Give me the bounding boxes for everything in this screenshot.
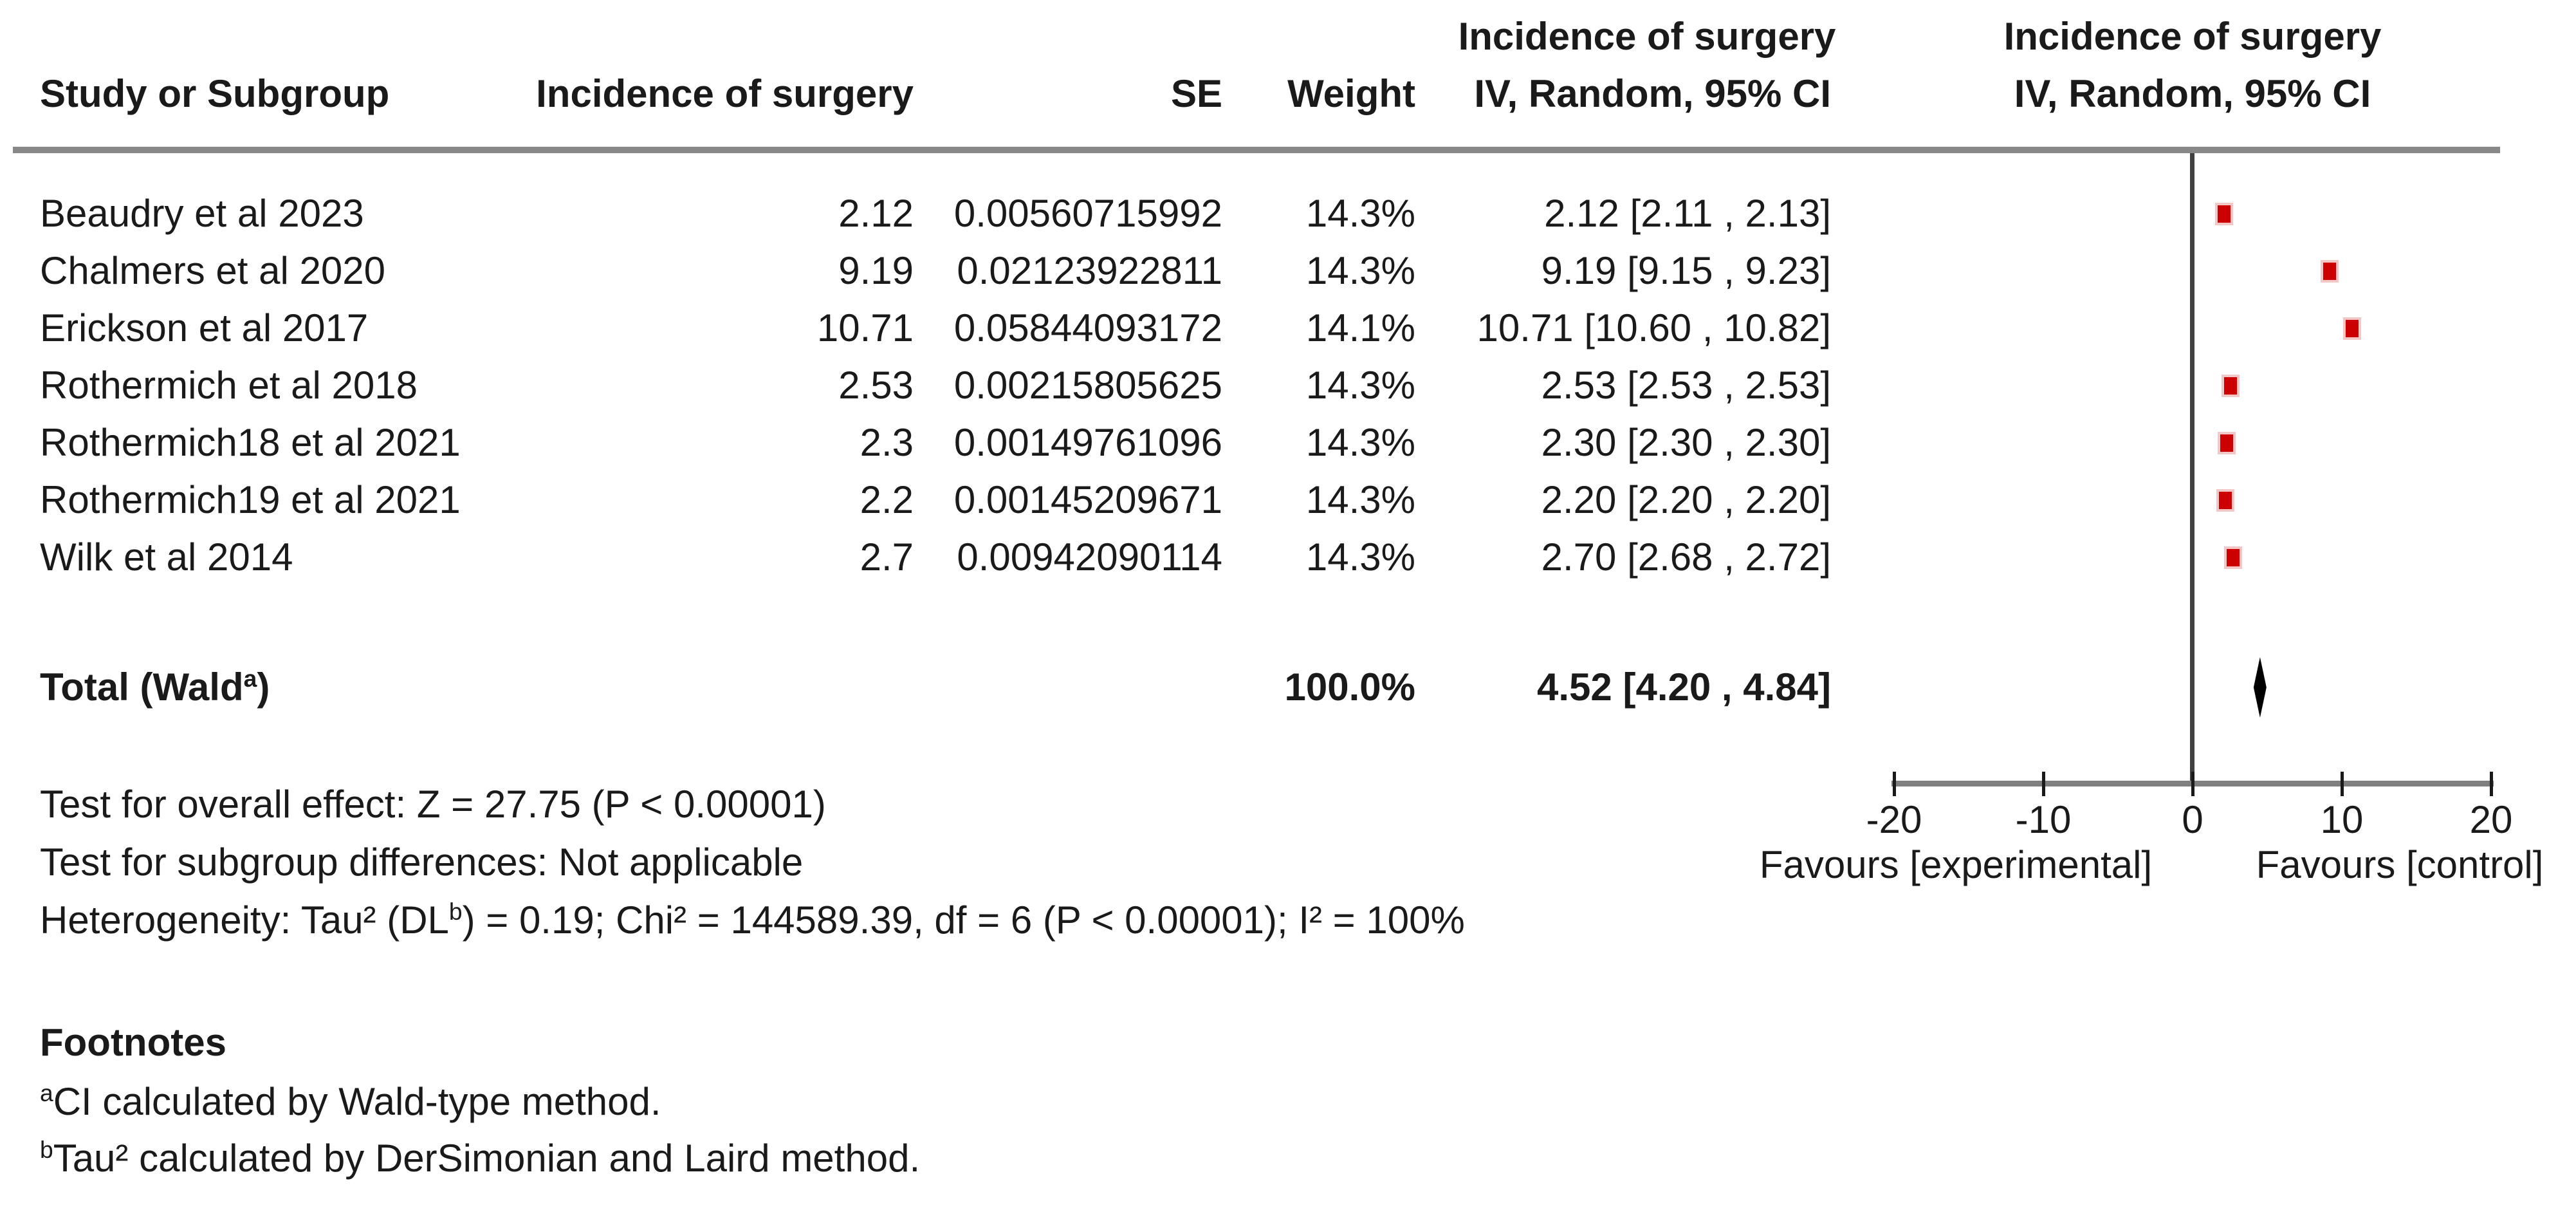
plot-title-line1: Incidence of surgery bbox=[2003, 15, 2382, 58]
footnote-marker-a: a bbox=[243, 665, 257, 692]
footnote-b: bTau² calculated by DerSimonian and Lair… bbox=[40, 1130, 920, 1187]
ci-value: 2.53 [2.53 , 2.53] bbox=[1541, 364, 1831, 407]
axis-tick-label: -10 bbox=[2015, 798, 2072, 841]
weight-value: 14.3% bbox=[1305, 535, 1415, 579]
column-header-effect: Incidence of surgery bbox=[536, 72, 914, 115]
axis-tick bbox=[2490, 772, 2493, 796]
footnote-a-marker: a bbox=[40, 1079, 53, 1106]
header-divider-rule bbox=[13, 147, 2500, 153]
column-header-study: Study or Subgroup bbox=[40, 72, 390, 115]
se-value: 0.02123922811 bbox=[957, 249, 1222, 292]
study-effect-marker bbox=[2220, 434, 2234, 452]
axis-tick bbox=[2191, 772, 2194, 796]
se-value: 0.05844093172 bbox=[953, 306, 1222, 349]
zero-reference-line bbox=[2190, 153, 2194, 781]
plot-title-line2: IV, Random, 95% CI bbox=[2014, 72, 2371, 115]
weight-value: 14.3% bbox=[1305, 421, 1415, 464]
effect-value: 2.2 bbox=[860, 478, 914, 521]
total-ci: 4.52 [4.20 , 4.84] bbox=[1537, 666, 1831, 709]
heterogeneity-post: ) = 0.19; Chi² = 144589.39, df = 6 (P < … bbox=[462, 898, 1465, 942]
axis-tick bbox=[2341, 772, 2344, 796]
axis-tick-label: 20 bbox=[2469, 798, 2513, 841]
footnotes-title: Footnotes bbox=[40, 1021, 226, 1064]
study-effect-marker bbox=[2323, 262, 2337, 280]
ci-value: 10.71 [10.60 , 10.82] bbox=[1477, 306, 1831, 349]
ci-value: 9.19 [9.15 , 9.23] bbox=[1541, 249, 1831, 292]
study-label: Chalmers et al 2020 bbox=[40, 249, 385, 292]
se-value: 0.00149761096 bbox=[953, 421, 1222, 464]
effect-value: 9.19 bbox=[838, 249, 914, 292]
se-value: 0.00942090114 bbox=[957, 535, 1222, 579]
total-label: Total (Walda) bbox=[40, 658, 270, 716]
study-label: Beaudry et al 2023 bbox=[40, 192, 364, 235]
effect-value: 2.53 bbox=[838, 364, 914, 407]
total-effect-diamond bbox=[2253, 657, 2267, 718]
ci-value: 2.12 [2.11 , 2.13] bbox=[1544, 192, 1831, 235]
study-label: Rothermich18 et al 2021 bbox=[40, 421, 461, 464]
study-label: Wilk et al 2014 bbox=[40, 535, 293, 579]
footnote-marker-b: b bbox=[448, 898, 463, 925]
favours-left-label: Favours [experimental] bbox=[1759, 843, 2153, 886]
favours-right-label: Favours [control] bbox=[2256, 843, 2544, 886]
se-value: 0.00560715992 bbox=[953, 192, 1222, 235]
axis-tick bbox=[1893, 772, 1896, 796]
axis-tick-label: -20 bbox=[1866, 798, 1922, 841]
footnote-b-marker: b bbox=[40, 1136, 53, 1163]
subgroup-difference-test-text: Test for subgroup differences: Not appli… bbox=[40, 841, 804, 884]
effect-column-group-header: Incidence of surgery bbox=[1458, 15, 1836, 58]
study-effect-marker bbox=[2223, 377, 2237, 395]
effect-value: 2.3 bbox=[860, 421, 914, 464]
total-label-text: Total (Wald bbox=[40, 666, 244, 709]
study-label: Rothermich et al 2018 bbox=[40, 364, 418, 407]
effect-value: 2.12 bbox=[838, 192, 914, 235]
study-effect-marker bbox=[2226, 548, 2240, 566]
weight-value: 14.3% bbox=[1305, 364, 1415, 407]
axis-tick-label: 10 bbox=[2320, 798, 2364, 841]
total-weight: 100.0% bbox=[1284, 666, 1416, 709]
axis-tick bbox=[2042, 772, 2045, 796]
footnote-a: aCI calculated by Wald-type method. bbox=[40, 1073, 661, 1131]
effect-value: 2.7 bbox=[860, 535, 914, 579]
study-effect-marker bbox=[2218, 205, 2231, 223]
ci-value: 2.30 [2.30 , 2.30] bbox=[1541, 421, 1831, 464]
study-label: Erickson et al 2017 bbox=[40, 306, 369, 349]
overall-effect-test-text: Test for overall effect: Z = 27.75 (P < … bbox=[40, 783, 826, 826]
ci-value: 2.70 [2.68 , 2.72] bbox=[1541, 535, 1831, 579]
column-header-se: SE bbox=[1170, 72, 1222, 115]
column-header-ci: IV, Random, 95% CI bbox=[1474, 72, 1831, 115]
weight-value: 14.3% bbox=[1305, 249, 1415, 292]
se-value: 0.00215805625 bbox=[953, 364, 1222, 407]
study-effect-marker bbox=[2346, 319, 2359, 337]
se-value: 0.00145209671 bbox=[953, 478, 1222, 521]
effect-value: 10.71 bbox=[816, 306, 914, 349]
ci-value: 2.20 [2.20 , 2.20] bbox=[1541, 478, 1831, 521]
total-label-close: ) bbox=[257, 666, 270, 709]
column-header-weight: Weight bbox=[1287, 72, 1415, 115]
weight-value: 14.1% bbox=[1305, 306, 1415, 349]
heterogeneity-pre: Heterogeneity: Tau² (DL bbox=[40, 898, 449, 942]
study-effect-marker bbox=[2219, 491, 2232, 509]
study-label: Rothermich19 et al 2021 bbox=[40, 478, 461, 521]
weight-value: 14.3% bbox=[1305, 192, 1415, 235]
axis-tick-label: 0 bbox=[2182, 798, 2203, 841]
footnote-a-text: CI calculated by Wald-type method. bbox=[53, 1080, 661, 1123]
weight-value: 14.3% bbox=[1305, 478, 1415, 521]
footnote-b-text: Tau² calculated by DerSimonian and Laird… bbox=[53, 1137, 921, 1180]
heterogeneity-text: Heterogeneity: Tau² (DLb) = 0.19; Chi² =… bbox=[40, 891, 1465, 949]
